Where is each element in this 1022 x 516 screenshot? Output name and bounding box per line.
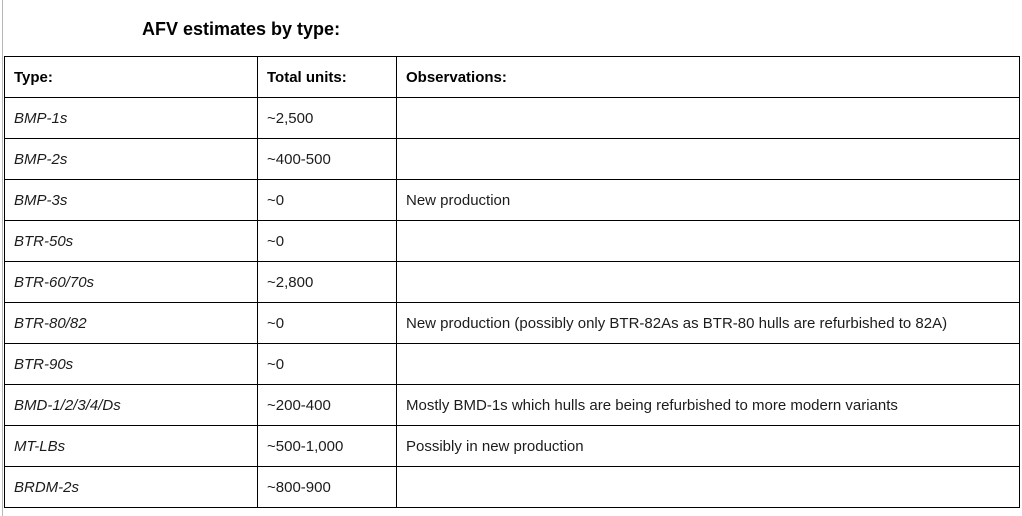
- table-row: BTR-90s ~0: [4, 343, 1020, 385]
- units-cell: ~0: [257, 179, 397, 221]
- type-cell: MT-LBs: [4, 425, 258, 467]
- type-cell: BTR-90s: [4, 343, 258, 385]
- table-row: BMP-2s ~400-500: [4, 138, 1020, 180]
- observations-cell: New production: [396, 179, 1020, 221]
- column-header-total-units: Total units:: [257, 56, 397, 98]
- type-cell: BMP-2s: [4, 138, 258, 180]
- type-cell: BTR-80/82: [4, 302, 258, 344]
- header-row: Type: Total units: Observations:: [4, 56, 1020, 98]
- observations-cell: [396, 343, 1020, 385]
- units-cell: ~2,500: [257, 97, 397, 139]
- units-cell: ~400-500: [257, 138, 397, 180]
- table-row: BMD-1/2/3/4/Ds ~200-400 Mostly BMD-1s wh…: [4, 384, 1020, 426]
- observations-cell: Mostly BMD-1s which hulls are being refu…: [396, 384, 1020, 426]
- table-row: BRDM-2s ~800-900: [4, 466, 1020, 508]
- table-row: BTR-80/82 ~0 New production (possibly on…: [4, 302, 1020, 344]
- units-cell: ~2,800: [257, 261, 397, 303]
- table-row: BMP-1s ~2,500: [4, 97, 1020, 139]
- table-row: BMP-3s ~0 New production: [4, 179, 1020, 221]
- afv-estimates-table: Type: Total units: Observations: BMP-1s …: [4, 56, 1020, 508]
- type-cell: BTR-50s: [4, 220, 258, 262]
- observations-cell: [396, 138, 1020, 180]
- type-cell: BRDM-2s: [4, 466, 258, 508]
- observations-cell: [396, 261, 1020, 303]
- units-cell: ~0: [257, 220, 397, 262]
- units-cell: ~200-400: [257, 384, 397, 426]
- observations-cell: [396, 97, 1020, 139]
- observations-cell: New production (possibly only BTR-82As a…: [396, 302, 1020, 344]
- units-cell: ~500-1,000: [257, 425, 397, 467]
- units-cell: ~800-900: [257, 466, 397, 508]
- table-row: BTR-50s ~0: [4, 220, 1020, 262]
- type-cell: BMP-1s: [4, 97, 258, 139]
- page-left-border-rule: [2, 0, 3, 516]
- units-cell: ~0: [257, 343, 397, 385]
- type-cell: BMP-3s: [4, 179, 258, 221]
- observations-cell: Possibly in new production: [396, 425, 1020, 467]
- column-header-type: Type:: [4, 56, 258, 98]
- type-cell: BMD-1/2/3/4/Ds: [4, 384, 258, 426]
- units-cell: ~0: [257, 302, 397, 344]
- table-row: MT-LBs ~500-1,000 Possibly in new produc…: [4, 425, 1020, 467]
- observations-cell: [396, 466, 1020, 508]
- observations-cell: [396, 220, 1020, 262]
- table-row: BTR-60/70s ~2,800: [4, 261, 1020, 303]
- type-cell: BTR-60/70s: [4, 261, 258, 303]
- document-title: AFV estimates by type:: [142, 19, 341, 39]
- column-header-observations: Observations:: [396, 56, 1020, 98]
